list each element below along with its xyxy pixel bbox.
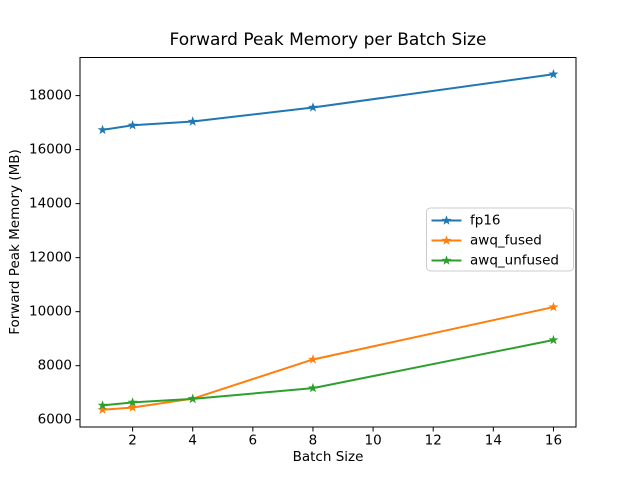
series-marker-fp16 bbox=[187, 116, 198, 126]
series-line-awq_fused bbox=[102, 306, 554, 411]
y-tick-label: 6000 bbox=[38, 412, 72, 428]
legend-box bbox=[426, 207, 574, 272]
y-tick-label: 14000 bbox=[29, 196, 72, 212]
legend-label-awq_fused: awq_fused bbox=[470, 233, 542, 249]
x-tick-label: 6 bbox=[249, 433, 258, 449]
x-tick-label: 16 bbox=[545, 433, 562, 449]
y-tick-label: 8000 bbox=[38, 358, 72, 374]
series-marker-awq_unfused bbox=[308, 382, 318, 393]
chart-title: Forward Peak Memory per Batch Size bbox=[169, 30, 487, 50]
y-tick-label: 16000 bbox=[29, 142, 72, 158]
series-marker-fp16 bbox=[127, 120, 138, 130]
series-marker-fp16 bbox=[308, 102, 318, 112]
legend-label-awq_unfused: awq_unfused bbox=[470, 253, 559, 269]
x-tick-label: 10 bbox=[364, 433, 381, 449]
series-marker-awq_fused bbox=[97, 404, 108, 414]
x-axis-label: Batch Size bbox=[292, 449, 364, 465]
legend-label-fp16: fp16 bbox=[470, 213, 501, 229]
series-marker-awq_unfused bbox=[127, 397, 138, 407]
series-marker-awq_unfused bbox=[187, 393, 198, 404]
y-tick-label: 10000 bbox=[29, 304, 72, 320]
legend-sample-marker-fp16 bbox=[441, 215, 452, 225]
y-tick-label: 18000 bbox=[29, 88, 72, 104]
x-tick-label: 14 bbox=[485, 433, 502, 449]
x-tick-label: 4 bbox=[188, 433, 197, 449]
series-marker-awq_unfused bbox=[97, 400, 108, 410]
x-tick-label: 2 bbox=[128, 433, 137, 449]
plot-border bbox=[79, 57, 577, 428]
series-marker-awq_fused bbox=[127, 402, 138, 412]
series-marker-fp16 bbox=[548, 69, 559, 79]
legend-sample-marker-awq_fused bbox=[441, 235, 452, 245]
x-tick-label: 12 bbox=[425, 433, 442, 449]
legend-sample-marker-awq_unfused bbox=[441, 255, 452, 265]
series-line-fp16 bbox=[102, 73, 554, 131]
series-marker-awq_fused bbox=[308, 354, 318, 364]
series-marker-awq_fused bbox=[548, 301, 559, 312]
y-tick-label: 12000 bbox=[29, 250, 72, 266]
x-tick-label: 8 bbox=[309, 433, 318, 449]
series-marker-awq_unfused bbox=[548, 334, 559, 345]
series-line-awq_unfused bbox=[102, 339, 554, 407]
series-marker-fp16 bbox=[97, 124, 108, 135]
